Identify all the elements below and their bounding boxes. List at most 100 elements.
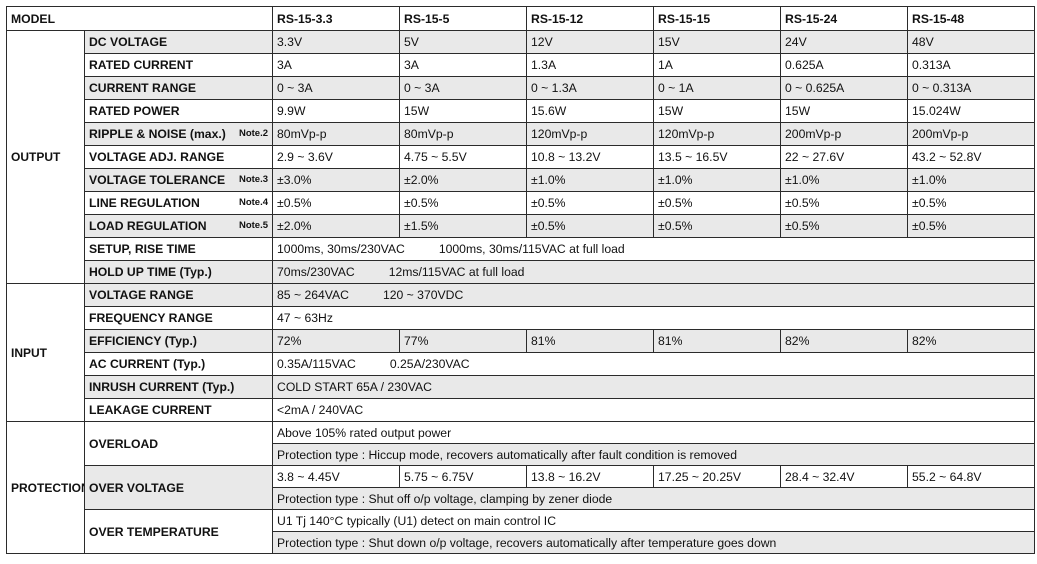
merged-cell: Protection type : Shut down o/p voltage,… [272, 531, 1036, 554]
cell: ±0.5% [526, 214, 655, 238]
cell: 17.25 ~ 20.25V [653, 465, 782, 488]
cell: 81% [526, 329, 655, 353]
cell: 22 ~ 27.6V [780, 145, 909, 169]
value-b: 12ms/115VAC at full load [388, 265, 525, 279]
value-b: 0.25A/230VAC [389, 357, 470, 371]
row-hold-up: HOLD UP TIME (Typ.) 70ms/230VAC 12ms/115V… [7, 260, 1036, 284]
row-label: EFFICIENCY (Typ.) [83, 329, 274, 353]
value-a: 1000ms, 30ms/230VAC [277, 242, 405, 256]
cell: ±0.5% [653, 191, 782, 215]
row-overload-1: PROTECTION OVERLOAD Above 105% rated out… [6, 421, 1036, 554]
cell: 3A [399, 53, 528, 77]
cell: 4.75 ~ 5.5V [399, 145, 528, 169]
cell: 0 ~ 1.3A [526, 76, 655, 100]
row-label: INRUSH CURRENT (Typ.) [83, 375, 274, 399]
cell: 15W [653, 99, 782, 123]
label-text: VOLTAGE TOLERANCE [89, 173, 226, 187]
cell: 15V [653, 30, 782, 54]
note-ref: Note.4 [238, 197, 269, 208]
row-label: VOLTAGE TOLERANCE Note.3 [83, 168, 274, 192]
row-label: AC CURRENT (Typ.) [83, 352, 274, 376]
cell: 0 ~ 3A [272, 76, 401, 100]
cell: ±2.0% [272, 214, 401, 238]
cell: 3A [272, 53, 401, 77]
row-label: HOLD UP TIME (Typ.) [83, 260, 274, 284]
row-voltage-tolerance: VOLTAGE TOLERANCE Note.3 ±3.0% ±2.0% ±1.0… [7, 168, 1036, 192]
row-label: VOLTAGE RANGE [83, 283, 274, 307]
cell: 24V [780, 30, 909, 54]
row-label: RATED POWER [83, 99, 274, 123]
cell: ±1.5% [399, 214, 528, 238]
cell: 0 ~ 3A [399, 76, 528, 100]
cell: 3.3V [272, 30, 401, 54]
label-text: LOAD REGULATION [89, 219, 207, 233]
cell: 77% [399, 329, 528, 353]
value-a: 0.35A/115VAC [277, 357, 356, 371]
cell: 48V [907, 30, 1036, 54]
row-label: SETUP, RISE TIME [83, 237, 274, 261]
cell: 1A [653, 53, 782, 77]
row-label: OVERLOAD [83, 421, 274, 466]
merged-cell: 47 ~ 63Hz [272, 306, 1036, 330]
merged-cell: COLD START 65A / 230VAC [272, 375, 1036, 399]
cell: ±3.0% [272, 168, 401, 192]
cell: 72% [272, 329, 401, 353]
row-overload-2: Protection type : Hiccup mode, recovers … [7, 443, 1036, 466]
cell: 10.8 ~ 13.2V [526, 145, 655, 169]
label-text: RIPPLE & NOISE (max.) [89, 127, 226, 141]
cell: ±0.5% [399, 191, 528, 215]
merged-cell: Above 105% rated output power [272, 421, 1036, 444]
cell: ±0.5% [780, 191, 909, 215]
cell: 55.2 ~ 64.8V [907, 465, 1036, 488]
row-over-temperature-1: OVER TEMPERATURE U1 Tj 140°C typically (… [7, 509, 1036, 554]
cell: 43.2 ~ 52.8V [907, 145, 1036, 169]
merged-cell: 1000ms, 30ms/230VAC 1000ms, 30ms/115VAC a… [272, 237, 1036, 261]
cell: 13.5 ~ 16.5V [653, 145, 782, 169]
value-a: 85 ~ 264VAC [277, 288, 349, 302]
cell: 120mVp-p [653, 122, 782, 146]
row-over-voltage-1: OVER VOLTAGE 3.8 ~ 4.45V 5.75 ~ 6.75V 13… [7, 465, 1036, 510]
note-ref: Note.2 [238, 128, 269, 139]
merged-cell: U1 Tj 140°C typically (U1) detect on mai… [272, 509, 1036, 532]
merged-cell: 0.35A/115VAC 0.25A/230VAC [272, 352, 1036, 376]
row-label: LINE REGULATION Note.4 [83, 191, 274, 215]
model-label: MODEL [5, 6, 274, 31]
row-label: RIPPLE & NOISE (max.) Note.2 [83, 122, 274, 146]
model-name: RS-15-12 [526, 6, 655, 31]
cell: 82% [907, 329, 1036, 353]
row-label: LOAD REGULATION Note.5 [83, 214, 274, 238]
cell: 82% [780, 329, 909, 353]
row-over-voltage-2: Protection type : Shut off o/p voltage, … [7, 487, 1036, 510]
cell: ±1.0% [526, 168, 655, 192]
merged-cell: Protection type : Hiccup mode, recovers … [272, 443, 1036, 466]
row-label: OVER VOLTAGE [83, 465, 274, 510]
cell: 200mVp-p [907, 122, 1036, 146]
model-name: RS-15-48 [907, 6, 1036, 31]
spec-table: MODEL RS-15-3.3 RS-15-5 RS-15-12 RS-15-1… [5, 6, 1036, 554]
row-label: CURRENT RANGE [83, 76, 274, 100]
row-label: VOLTAGE ADJ. RANGE [83, 145, 274, 169]
cell: 28.4 ~ 32.4V [780, 465, 909, 488]
row-load-regulation: LOAD REGULATION Note.5 ±2.0% ±1.5% ±0.5% … [7, 214, 1036, 238]
row-label: LEAKAGE CURRENT [83, 398, 274, 422]
label-text: LINE REGULATION [89, 196, 200, 210]
row-dc-voltage: OUTPUT DC VOLTAGE 3.3V 5V 12V 15V 24V 48… [6, 30, 1036, 284]
row-current-range: CURRENT RANGE 0 ~ 3A 0 ~ 3A 0 ~ 1.3A 0 ~… [7, 76, 1036, 100]
cell: 0.313A [907, 53, 1036, 77]
cell: 0 ~ 0.625A [780, 76, 909, 100]
cell: 15W [780, 99, 909, 123]
row-label: OVER TEMPERATURE [83, 509, 274, 554]
section-protection: PROTECTION [6, 421, 85, 554]
cell: 120mVp-p [526, 122, 655, 146]
cell: 15.024W [907, 99, 1036, 123]
row-ripple-noise: RIPPLE & NOISE (max.) Note.2 80mVp-p 80mV… [7, 122, 1036, 146]
row-input-voltage-range: INPUT VOLTAGE RANGE 85 ~ 264VAC 120 ~ 370… [6, 283, 1036, 422]
row-label: FREQUENCY RANGE [83, 306, 274, 330]
note-ref: Note.5 [238, 220, 269, 231]
merged-cell: Protection type : Shut off o/p voltage, … [272, 487, 1036, 510]
model-name: RS-15-24 [780, 6, 909, 31]
value-a: 70ms/230VAC [277, 265, 355, 279]
cell: ±0.5% [526, 191, 655, 215]
row-over-temperature-2: Protection type : Shut down o/p voltage,… [7, 531, 1036, 554]
cell: 9.9W [272, 99, 401, 123]
